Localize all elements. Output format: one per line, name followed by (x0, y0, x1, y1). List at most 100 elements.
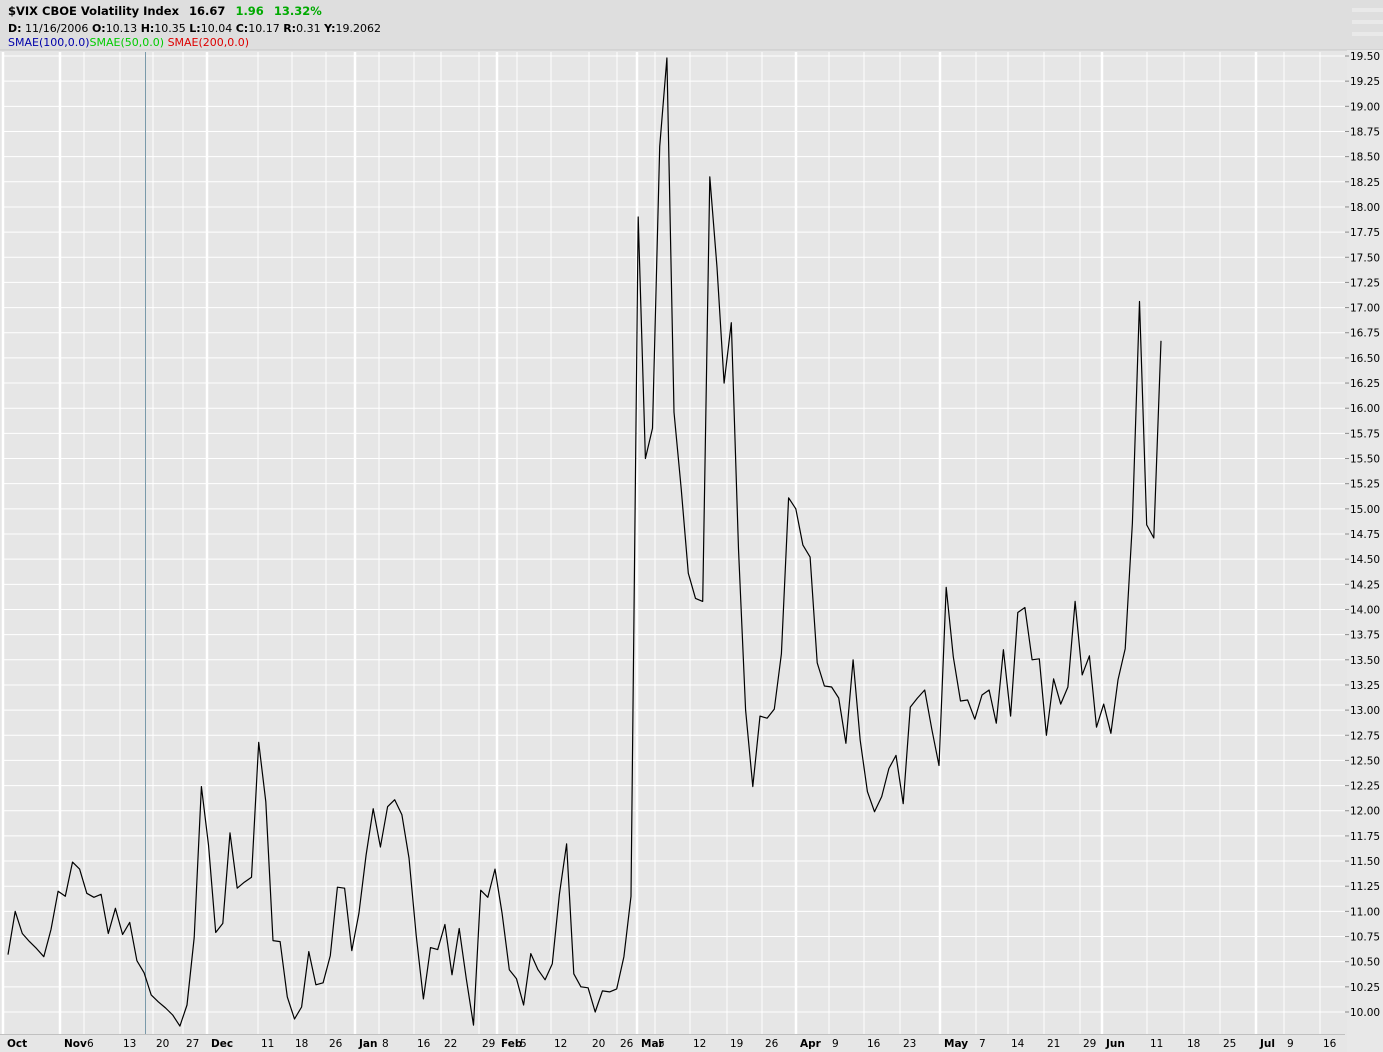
x-tick-label: 12 (554, 1038, 567, 1050)
indicator-legend: SMAE(100,0.0)SMAE(50,0.0) SMAE(200,0.0) (8, 36, 249, 49)
panel-tab (1352, 32, 1383, 36)
x-tick-label: Jul (1259, 1038, 1275, 1050)
price-change-percent: 13.32% (273, 4, 322, 18)
y-tick-label: 12.00 (1350, 806, 1380, 818)
y-tick-label: 17.00 (1350, 303, 1380, 315)
x-tick-label: 16 (417, 1038, 431, 1050)
y-tick-label: 10.25 (1350, 982, 1380, 994)
x-tick-label: 26 (620, 1038, 634, 1050)
y-tick-label: 19.00 (1350, 101, 1380, 113)
ohlc-readout: D: 11/16/2006 O:10.13 H:10.35 L:10.04 C:… (8, 22, 381, 35)
y-tick-label: 16.00 (1350, 403, 1380, 415)
y-tick-label: 11.00 (1350, 906, 1380, 918)
indicator-sma-200[interactable]: SMAE(200,0.0) (167, 36, 250, 49)
y-tick-label: 14.25 (1350, 579, 1380, 591)
y-tick-label: 17.25 (1350, 277, 1380, 289)
x-tick-label: 23 (903, 1038, 916, 1050)
panel-tab (1352, 8, 1383, 12)
x-tick-label: Nov (64, 1038, 87, 1050)
close-label: C: (235, 22, 249, 35)
x-tick-label: Apr (800, 1038, 822, 1050)
x-tick-label: Jun (1105, 1038, 1125, 1050)
x-tick-label: 21 (1047, 1038, 1060, 1050)
x-tick-label: 29 (482, 1038, 495, 1050)
x-tick-label: 13 (123, 1038, 136, 1050)
y-tick-label: 17.75 (1350, 227, 1380, 239)
x-tick-label: 5 (658, 1038, 665, 1050)
y-tick-label: 11.50 (1350, 856, 1380, 868)
x-tick-label: Jan (358, 1038, 377, 1050)
x-tick-label: 11 (1150, 1038, 1163, 1050)
low-label: L: (189, 22, 201, 35)
y-tick-label: 14.00 (1350, 604, 1380, 616)
x-tick-label: 6 (87, 1038, 94, 1050)
y-tick-label: 15.25 (1350, 479, 1380, 491)
y-tick-label: 16.25 (1350, 378, 1380, 390)
x-tick-label: 11 (261, 1038, 274, 1050)
x-tick-label: 8 (382, 1038, 389, 1050)
header-band (0, 0, 1383, 50)
y-tick-label: 12.50 (1350, 755, 1380, 767)
y-tick-label: 10.75 (1350, 932, 1380, 944)
y-tick-label: 12.25 (1350, 781, 1380, 793)
panel-tab (1352, 20, 1383, 24)
y-tick-label: 17.50 (1350, 252, 1380, 264)
y-axis-panel (1347, 50, 1383, 1052)
open-value: 10.13 (105, 22, 138, 35)
price-line (7, 57, 1162, 1027)
y-tick-label: 14.75 (1350, 529, 1380, 541)
chart-header-title: $VIX CBOE Volatility Index 16.67 1.96 13… (8, 5, 322, 18)
y-tick-label: 11.75 (1350, 831, 1380, 843)
open-label: O: (91, 22, 106, 35)
x-tick-label: Mar (641, 1038, 665, 1050)
x-tick-label: Dec (211, 1038, 233, 1050)
y-tick-label: 13.75 (1350, 630, 1380, 642)
high-label: H: (140, 22, 155, 35)
indicator-sma-50[interactable]: SMAE(50,0.0) (89, 36, 165, 49)
x-tick-label: 5 (520, 1038, 527, 1050)
x-tick-label: 9 (1287, 1038, 1294, 1050)
y-tick-label: 18.25 (1350, 177, 1380, 189)
y-tick-label: 15.75 (1350, 428, 1380, 440)
y-label: Y: (324, 22, 336, 35)
y-value: 19.2062 (335, 22, 382, 35)
last-price: 16.67 (189, 4, 226, 18)
x-tick-label: 16 (1323, 1038, 1337, 1050)
close-value: 10.17 (248, 22, 280, 35)
indicator-sma-100[interactable]: SMAE(100,0.0) (8, 36, 90, 49)
x-tick-label: 26 (765, 1038, 779, 1050)
x-tick-label: 18 (295, 1038, 308, 1050)
y-tick-label: 13.25 (1350, 680, 1380, 692)
y-tick-label: 10.50 (1350, 957, 1380, 969)
x-tick-label: 27 (186, 1038, 199, 1050)
x-tick-label: Oct (7, 1038, 27, 1050)
x-tick-label: 26 (329, 1038, 343, 1050)
y-tick-label: 16.50 (1350, 353, 1380, 365)
x-tick-label: 12 (693, 1038, 706, 1050)
price-change: 1.96 (235, 4, 264, 18)
low-value: 10.04 (200, 22, 233, 35)
x-tick-label: 7 (979, 1038, 986, 1050)
y-tick-label: 15.00 (1350, 504, 1380, 516)
x-tick-label: 16 (867, 1038, 881, 1050)
y-tick-label: 16.75 (1350, 328, 1380, 340)
x-tick-label: 9 (832, 1038, 839, 1050)
range-label: R: (283, 22, 297, 35)
date-value: 11/16/2006 (25, 22, 89, 35)
x-tick-label: 25 (1223, 1038, 1236, 1050)
x-tick-label: 20 (592, 1038, 605, 1050)
y-tick-label: 14.50 (1350, 554, 1380, 566)
y-tick-label: 19.25 (1350, 76, 1380, 88)
y-tick-label: 13.00 (1350, 705, 1380, 717)
y-tick-label: 10.00 (1350, 1007, 1380, 1019)
range-value: 0.31 (296, 22, 321, 35)
y-tick-label: 18.50 (1350, 152, 1380, 164)
x-tick-label: 29 (1083, 1038, 1096, 1050)
y-tick-label: 15.50 (1350, 454, 1380, 466)
x-tick-label: 18 (1187, 1038, 1200, 1050)
y-tick-label: 18.75 (1350, 126, 1380, 138)
x-tick-label: 22 (444, 1038, 457, 1050)
y-tick-label: 12.75 (1350, 730, 1380, 742)
